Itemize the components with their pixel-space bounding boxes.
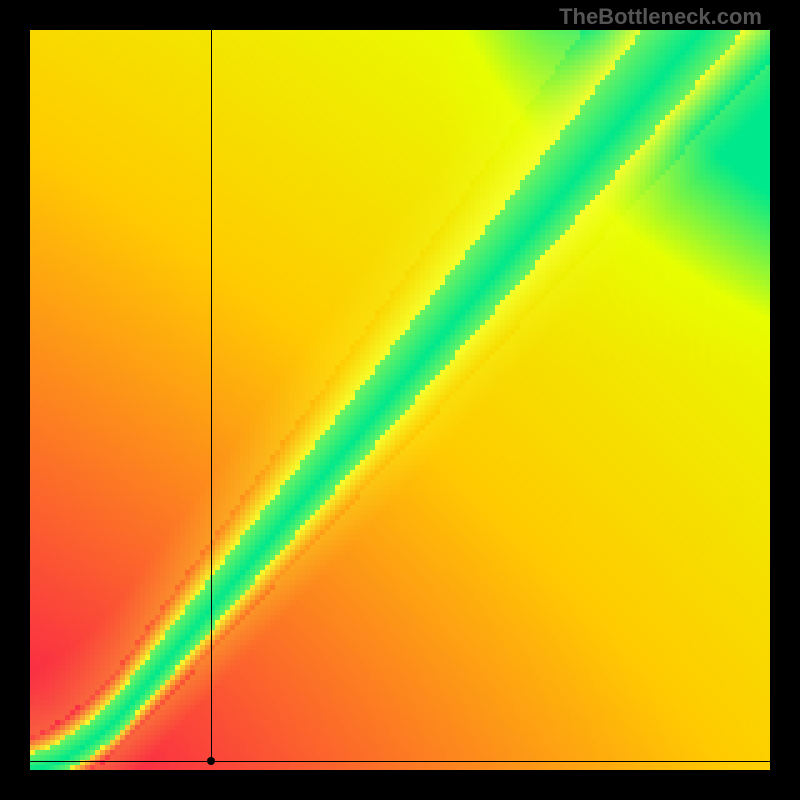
heatmap-canvas	[30, 30, 770, 770]
watermark-text: TheBottleneck.com	[559, 4, 762, 30]
crosshair-vertical	[211, 30, 212, 761]
heatmap-plot	[30, 30, 770, 770]
crosshair-horizontal	[30, 761, 770, 762]
chart-frame: TheBottleneck.com	[0, 0, 800, 800]
